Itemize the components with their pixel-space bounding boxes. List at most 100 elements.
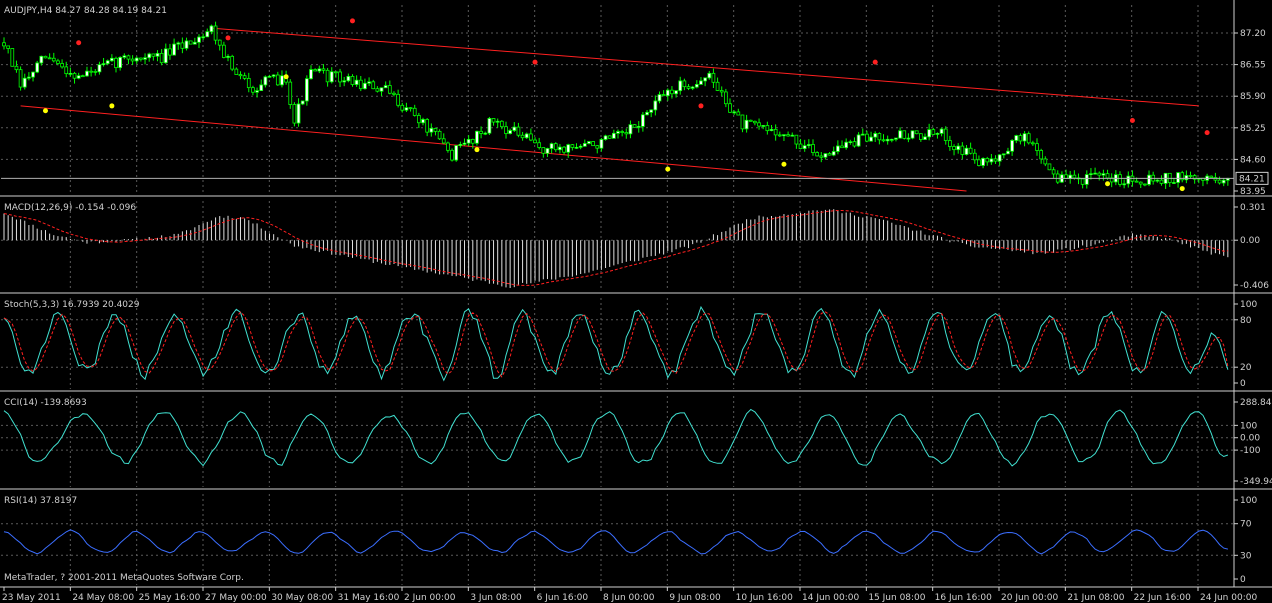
- candle-bull: [122, 55, 127, 58]
- candle-bull: [105, 60, 110, 64]
- time-axis-label: 25 May 16:00: [139, 593, 201, 603]
- time-axis-label: 6 Jun 16:00: [537, 593, 589, 603]
- candle-bear: [213, 25, 218, 41]
- candle-bear: [151, 53, 156, 57]
- candle-bear: [977, 159, 981, 166]
- candle-bear: [412, 107, 417, 116]
- candle-bull: [508, 130, 512, 134]
- candle-bear: [1192, 175, 1197, 180]
- candlestick-series[interactable]: [2, 21, 1230, 189]
- candle-bear: [877, 133, 882, 141]
- candle-bear: [740, 114, 745, 130]
- cci-axis-label: -100: [1240, 446, 1261, 456]
- candle-bull: [512, 126, 517, 131]
- price-axis-label: 84.60: [1240, 155, 1266, 165]
- time-axis-label: 24 May 08:00: [72, 593, 134, 603]
- candle-bear: [292, 104, 297, 124]
- candle-bear: [748, 119, 753, 122]
- time-axis-label: 9 Jun 08:00: [669, 593, 721, 603]
- candle-bear: [387, 85, 392, 94]
- candle-bull: [421, 119, 425, 124]
- rsi-axis-label: 0: [1240, 575, 1246, 585]
- candle-bull: [1176, 172, 1180, 183]
- candle-bull: [383, 85, 388, 89]
- candle-bear: [736, 111, 741, 116]
- candle-bear: [865, 133, 869, 142]
- candle-bull: [574, 146, 579, 149]
- candle-bull: [707, 72, 712, 79]
- candle-bear: [670, 89, 674, 95]
- candle-bear: [242, 75, 247, 79]
- candle-bull: [379, 87, 384, 92]
- stoch-axis-label: 80: [1240, 316, 1252, 326]
- candle-bull: [694, 84, 699, 88]
- candle-bear: [47, 57, 52, 60]
- candle-bull: [118, 56, 123, 69]
- candle-bull: [354, 79, 359, 85]
- current-price-marker: 84.21: [1, 171, 1269, 185]
- candle-bear: [765, 125, 770, 132]
- candle-bear: [441, 138, 446, 144]
- candle-bear: [719, 90, 724, 93]
- candle-bull: [653, 100, 658, 111]
- candle-bear: [960, 145, 965, 155]
- candle-bull: [545, 148, 550, 154]
- candle-bull: [110, 57, 114, 62]
- candle-bear: [595, 145, 600, 149]
- candle-bear: [902, 130, 907, 139]
- candle-bear: [6, 45, 11, 49]
- candle-bull: [1022, 133, 1027, 142]
- candle-bull: [329, 71, 334, 83]
- candle-bull: [1089, 173, 1093, 176]
- candle-bear: [914, 130, 919, 135]
- candle-bear: [1209, 175, 1214, 178]
- candle-bull: [1126, 175, 1131, 185]
- candle-bull: [997, 154, 1002, 162]
- candle-bull: [1006, 150, 1010, 155]
- candle-bull: [176, 42, 181, 45]
- candle-bull: [678, 80, 683, 92]
- macd-signal-line: [3, 210, 1228, 286]
- candle-bear: [1031, 142, 1035, 145]
- candle-bull: [267, 75, 272, 78]
- candle-bear: [56, 60, 60, 64]
- candle-bear: [1097, 172, 1102, 176]
- candle-bear: [375, 88, 380, 92]
- candle-bear: [753, 120, 757, 124]
- fractal-up: [76, 40, 82, 46]
- candle-bull: [703, 77, 707, 82]
- candle-bull: [280, 75, 284, 86]
- fractal-down: [781, 161, 787, 167]
- candle-bear: [499, 120, 504, 128]
- candle-bull: [363, 82, 367, 90]
- candle-bull: [1010, 140, 1014, 152]
- candle-bull: [1155, 179, 1160, 182]
- candle-bull: [483, 132, 488, 135]
- candle-bear: [470, 138, 475, 144]
- candle-bear: [968, 147, 973, 154]
- candle-bull: [558, 146, 562, 151]
- candle-bear: [624, 132, 629, 135]
- macd-panel-title: MACD(12,26,9) -0.154 -0.096: [4, 203, 136, 213]
- channel-upper-line: [211, 27, 1199, 107]
- stoch-axis-label: 20: [1240, 363, 1252, 373]
- time-axis-label: 14 Jun 00:00: [802, 593, 859, 603]
- candle-bear: [1217, 179, 1222, 184]
- candle-bear: [943, 128, 948, 141]
- channel-lower-line: [20, 105, 967, 192]
- candle-bull: [831, 151, 836, 156]
- candle-bull: [255, 90, 259, 93]
- candle-bull: [856, 134, 861, 147]
- candle-bear: [288, 81, 293, 105]
- fractal-up: [1204, 130, 1210, 136]
- rsi-panel: 100 70 30 0: [1, 496, 1257, 585]
- candle-bull: [31, 71, 35, 78]
- candle-bull: [462, 142, 467, 145]
- candle-bear: [334, 71, 338, 74]
- time-axis-label: 22 Jun 16:00: [1134, 593, 1191, 603]
- candle-bull: [898, 130, 902, 139]
- candle-bear: [358, 79, 363, 90]
- time-axis: 23 May 2011 24 May 08:00 25 May 16:00 27 Ma…: [2, 587, 1257, 603]
- candle-bear: [773, 129, 778, 136]
